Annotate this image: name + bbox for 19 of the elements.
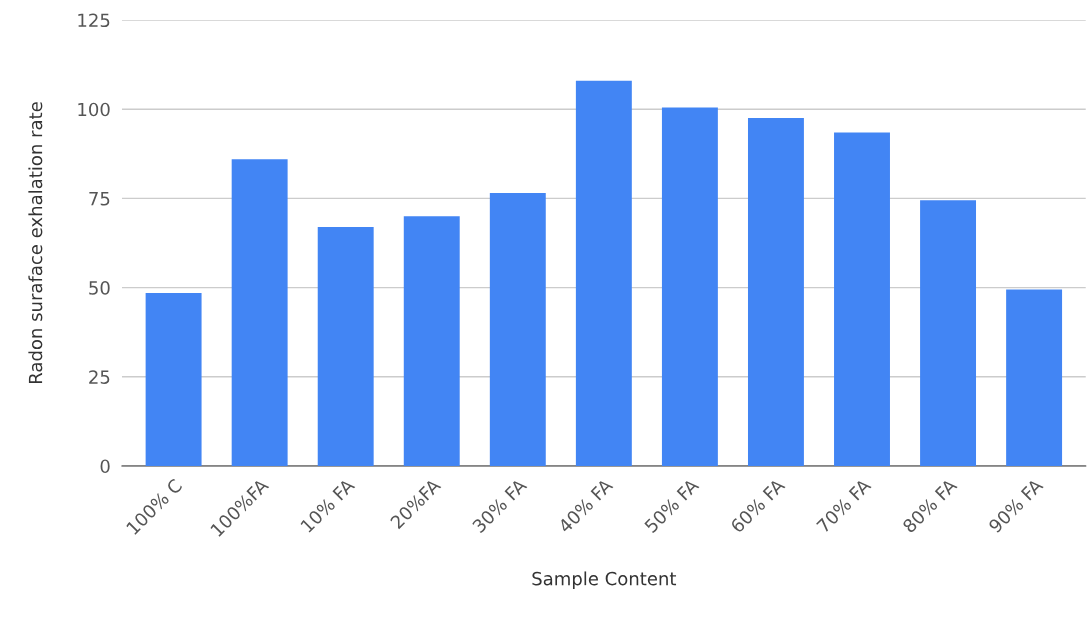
bar: [575, 80, 632, 466]
y-tick-label: 100: [78, 102, 110, 117]
bar: [661, 107, 718, 466]
bar: [920, 200, 977, 466]
y-tick-label: 75: [89, 192, 110, 206]
x-axis-title: Sample Content: [532, 571, 677, 589]
bar: [489, 193, 546, 466]
y-tick-label: 0: [100, 459, 110, 474]
y-axis-title: Radon suraface exhalation rate: [28, 102, 43, 383]
y-tick-label: 50: [89, 281, 110, 295]
y-tick-label: 125: [78, 13, 110, 28]
bar: [834, 132, 890, 466]
y-tick-label: 25: [89, 370, 110, 384]
bar: [1006, 289, 1063, 466]
bar: [317, 226, 374, 466]
bar: [145, 292, 202, 466]
bar: [747, 118, 804, 466]
bar: [231, 159, 288, 466]
bar: [403, 216, 460, 466]
